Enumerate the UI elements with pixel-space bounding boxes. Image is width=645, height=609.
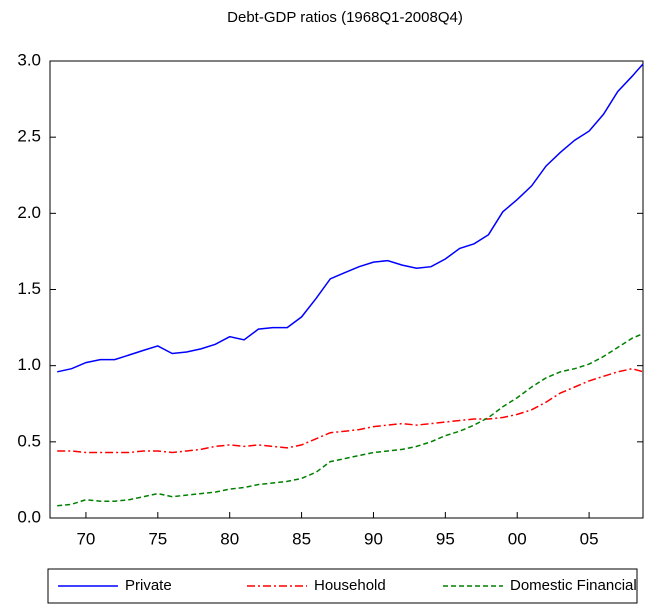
x-tick-label: 00 <box>508 529 527 548</box>
y-tick-label: 2.5 <box>17 127 41 146</box>
x-tick-label: 85 <box>292 529 311 548</box>
y-tick-label: 0.0 <box>17 507 41 526</box>
x-tick-label: 95 <box>436 529 455 548</box>
x-tick-label: 90 <box>364 529 383 548</box>
series-line <box>57 367 644 454</box>
legend-label: Private <box>125 577 172 594</box>
legend-box <box>47 568 638 604</box>
y-tick-label: 3.0 <box>17 50 41 69</box>
x-tick-label: 80 <box>220 529 239 548</box>
x-tick-label: 75 <box>148 529 167 548</box>
legend-label: Domestic Financial <box>510 577 637 594</box>
y-tick-label: 0.5 <box>17 431 41 450</box>
x-tick-label: 70 <box>76 529 95 548</box>
y-tick-label: 1.5 <box>17 279 41 298</box>
chart-title: Debt-GDP ratios (1968Q1-2008Q4) <box>227 9 463 26</box>
x-tick-label: 05 <box>580 529 599 548</box>
series-line <box>57 63 644 373</box>
series-line <box>57 333 644 507</box>
y-tick-label: 2.0 <box>17 203 41 222</box>
plot-frame <box>49 60 644 519</box>
y-tick-label: 1.0 <box>17 355 41 374</box>
legend-label: Household <box>314 577 386 594</box>
